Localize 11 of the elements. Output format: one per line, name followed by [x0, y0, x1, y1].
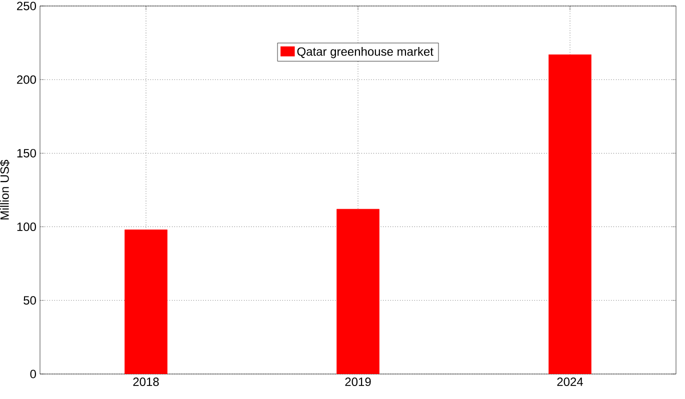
y-tick-label: 200 [17, 75, 36, 84]
y-axis-title: Million US$ [0, 160, 10, 220]
x-tick-label: 2018 [133, 378, 159, 386]
y-tick-label: 0 [30, 370, 36, 378]
y-tick-label: 150 [17, 148, 36, 158]
x-tick-label: 2019 [345, 378, 371, 386]
y-tick-label: 250 [17, 2, 36, 10]
y-tick-label: 50 [24, 296, 36, 305]
legend-label: Qatar greenhouse market [297, 47, 434, 58]
x-tick-label: 2024 [557, 378, 583, 386]
y-tick-label: 100 [17, 222, 36, 232]
